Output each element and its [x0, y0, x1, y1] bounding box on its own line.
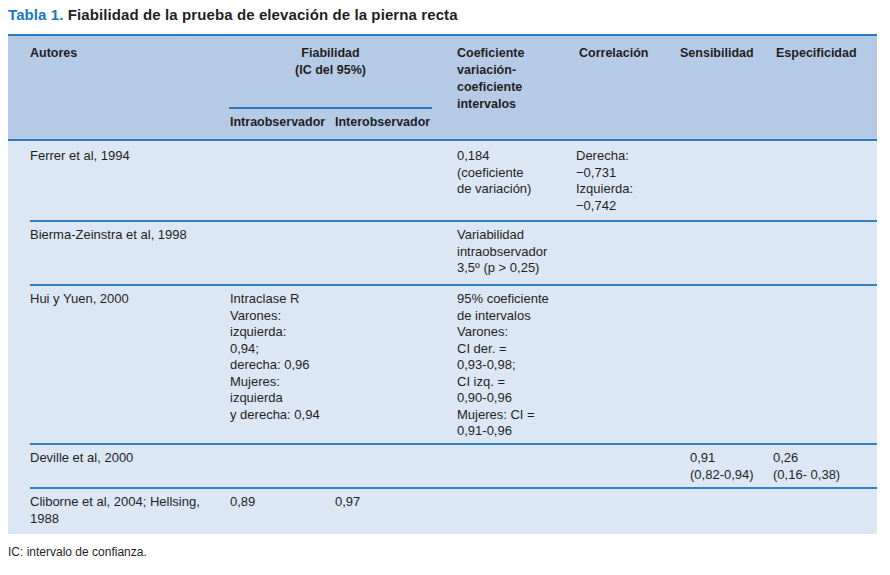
cell-autores: Deville et al, 2000: [8, 443, 229, 487]
cell-correlacion: [570, 220, 672, 284]
cell-especificidad: 0,26 (0,16- 0,38): [768, 443, 877, 487]
cell-sensibilidad: [672, 284, 768, 443]
header-interobservador: Interobservador: [334, 114, 449, 131]
cell-especificidad: [768, 141, 877, 220]
header-sensibilidad: Sensibilidad: [672, 36, 768, 139]
header-fiabilidad-group: Fiabilidad (IC del 95%) Intraobservador …: [229, 36, 449, 139]
header-coeficiente: Coeficiente variación- coeficiente inter…: [449, 36, 570, 139]
header-especificidad: Especificidad: [768, 36, 877, 139]
header-fiabilidad-sub: Intraobservador Interobservador: [229, 114, 449, 131]
cell-coeficiente: [449, 487, 570, 534]
cell-correlacion: [570, 284, 672, 443]
cell-intraobservador: Intraclase R Varones: izquierda: 0,94; d…: [229, 284, 334, 443]
cell-coeficiente: 95% coeficiente de intervalos Varones: C…: [449, 284, 570, 443]
cell-correlacion: Derecha: −0,731 Izquierda: −0,742: [570, 141, 672, 220]
cell-sensibilidad: [672, 487, 768, 534]
header-autores: Autores: [8, 36, 229, 139]
cell-interobservador: [334, 284, 449, 443]
table-row: Hui y Yuen, 2000 Intraclase R Varones: i…: [8, 284, 877, 443]
cell-intraobservador: [229, 443, 334, 487]
cell-intraobservador: [229, 220, 334, 284]
table-title-text: Fiabilidad de la prueba de elevación de …: [64, 6, 458, 23]
cell-interobservador: [334, 141, 449, 220]
cell-especificidad: [768, 487, 877, 534]
cell-sensibilidad: [672, 141, 768, 220]
cell-interobservador: [334, 443, 449, 487]
header-correlacion: Correlación: [570, 36, 672, 139]
cell-intraobservador: [229, 141, 334, 220]
cell-sensibilidad: [672, 220, 768, 284]
cell-especificidad: [768, 220, 877, 284]
cell-interobservador: 0,97: [334, 487, 449, 534]
header-fiabilidad: Fiabilidad (IC del 95%): [229, 45, 432, 79]
reliability-table: Autores Fiabilidad (IC del 95%) Intraobs…: [8, 34, 877, 534]
cell-especificidad: [768, 284, 877, 443]
table-row: Ferrer et al, 1994 0,184 (coeficiente de…: [8, 141, 877, 220]
cell-correlacion: [570, 443, 672, 487]
footnote: IC: intervalo de confianza.: [8, 545, 147, 559]
cell-correlacion: [570, 487, 672, 534]
cell-coeficiente: [449, 443, 570, 487]
cell-autores: Ferrer et al, 1994: [8, 141, 229, 220]
table-row: Cliborne et al, 2004; Hellsing, 1988 0,8…: [8, 487, 877, 534]
cell-interobservador: [334, 220, 449, 284]
table-title-label: Tabla 1.: [8, 6, 64, 23]
cell-sensibilidad: 0,91 (0,82-0,94): [672, 443, 768, 487]
header-intraobservador: Intraobservador: [229, 114, 334, 131]
cell-coeficiente: 0,184 (coeficiente de variación): [449, 141, 570, 220]
cell-intraobservador: 0,89: [229, 487, 334, 534]
table-title: Tabla 1. Fiabilidad de la prueba de elev…: [8, 6, 458, 23]
cell-coeficiente: Variabilidad intraobservador 3,5º (p > 0…: [449, 220, 570, 284]
table-row: Bierma-Zeinstra et al, 1998 Variabilidad…: [8, 220, 877, 284]
cell-autores: Hui y Yuen, 2000: [8, 284, 229, 443]
table-row: Deville et al, 2000 0,91 (0,82-0,94) 0,2…: [8, 443, 877, 487]
cell-autores: Bierma-Zeinstra et al, 1998: [8, 220, 229, 284]
table-header: Autores Fiabilidad (IC del 95%) Intraobs…: [8, 34, 877, 141]
cell-autores: Cliborne et al, 2004; Hellsing, 1988: [8, 487, 229, 534]
table-body: Ferrer et al, 1994 0,184 (coeficiente de…: [8, 141, 877, 534]
fiabilidad-underline: [229, 107, 432, 109]
